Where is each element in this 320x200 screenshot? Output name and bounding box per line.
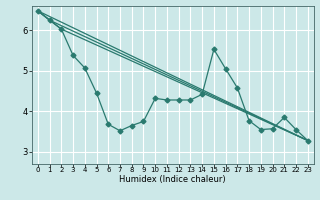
X-axis label: Humidex (Indice chaleur): Humidex (Indice chaleur) (119, 175, 226, 184)
